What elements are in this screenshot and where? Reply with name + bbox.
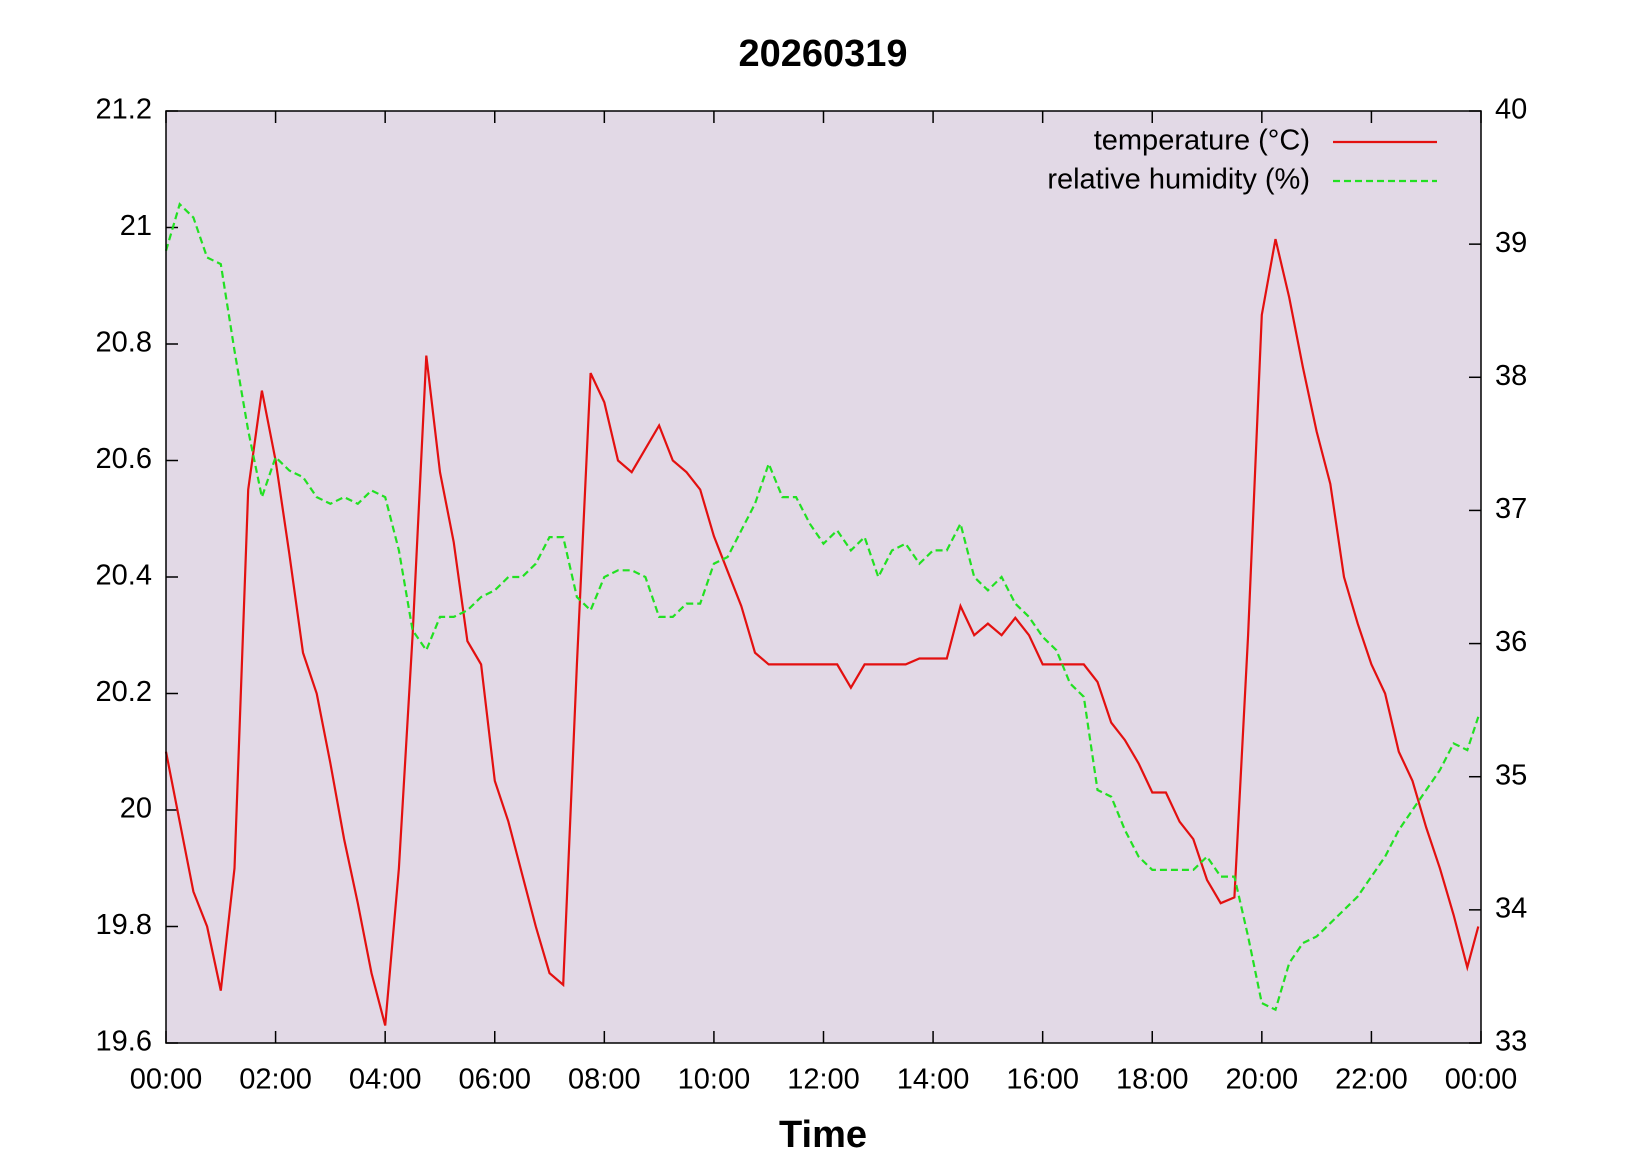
y2-tick-label: 40 — [1495, 94, 1527, 126]
y-tick-label: 20.8 — [96, 327, 152, 359]
y-tick-label: 19.8 — [96, 909, 152, 941]
y-tick-label: 21 — [120, 210, 152, 242]
y2-tick-label: 36 — [1495, 626, 1527, 658]
x-tick-label: 18:00 — [1116, 1064, 1189, 1096]
x-tick-label: 14:00 — [897, 1064, 970, 1096]
x-tick-label: 08:00 — [568, 1064, 641, 1096]
data-line — [164, 238, 1480, 1026]
y2-tick-label: 37 — [1495, 493, 1527, 525]
legend-label: relative humidity (%) — [1047, 164, 1310, 196]
y2-tick-label: 34 — [1495, 893, 1527, 925]
x-tick-label: 16:00 — [1006, 1064, 1079, 1096]
data-line — [164, 202, 1480, 1012]
x-tick-label: 00:00 — [130, 1064, 203, 1096]
y-tick-label: 20.4 — [96, 560, 152, 592]
y-tick-label: 21.2 — [96, 94, 152, 126]
x-tick-label: 02:00 — [239, 1064, 312, 1096]
y2-tick-label: 38 — [1495, 360, 1527, 392]
y2-tick-label: 35 — [1495, 759, 1527, 791]
legend-label: temperature (°C) — [1094, 125, 1310, 157]
x-tick-label: 20:00 — [1226, 1064, 1299, 1096]
x-tick-label: 04:00 — [349, 1064, 422, 1096]
y-tick-label: 20 — [120, 793, 152, 825]
x-axis-label: Time — [779, 1114, 867, 1155]
x-tick-label: 12:00 — [787, 1064, 860, 1096]
y-tick-label: 20.2 — [96, 676, 152, 708]
y2-tick-label: 33 — [1495, 1026, 1527, 1058]
plot-area — [166, 111, 1481, 1043]
y-tick-label: 20.6 — [96, 443, 152, 475]
plot-frame — [165, 110, 1482, 1044]
x-tick-label: 06:00 — [458, 1064, 531, 1096]
x-tick-label: 10:00 — [678, 1064, 751, 1096]
y2-tick-label: 39 — [1495, 227, 1527, 259]
x-tick-label: 22:00 — [1335, 1064, 1408, 1096]
x-tick-label: 00:00 — [1445, 1064, 1518, 1096]
y-tick-label: 19.6 — [96, 1026, 152, 1058]
chart-title: 20260319 — [738, 33, 907, 75]
